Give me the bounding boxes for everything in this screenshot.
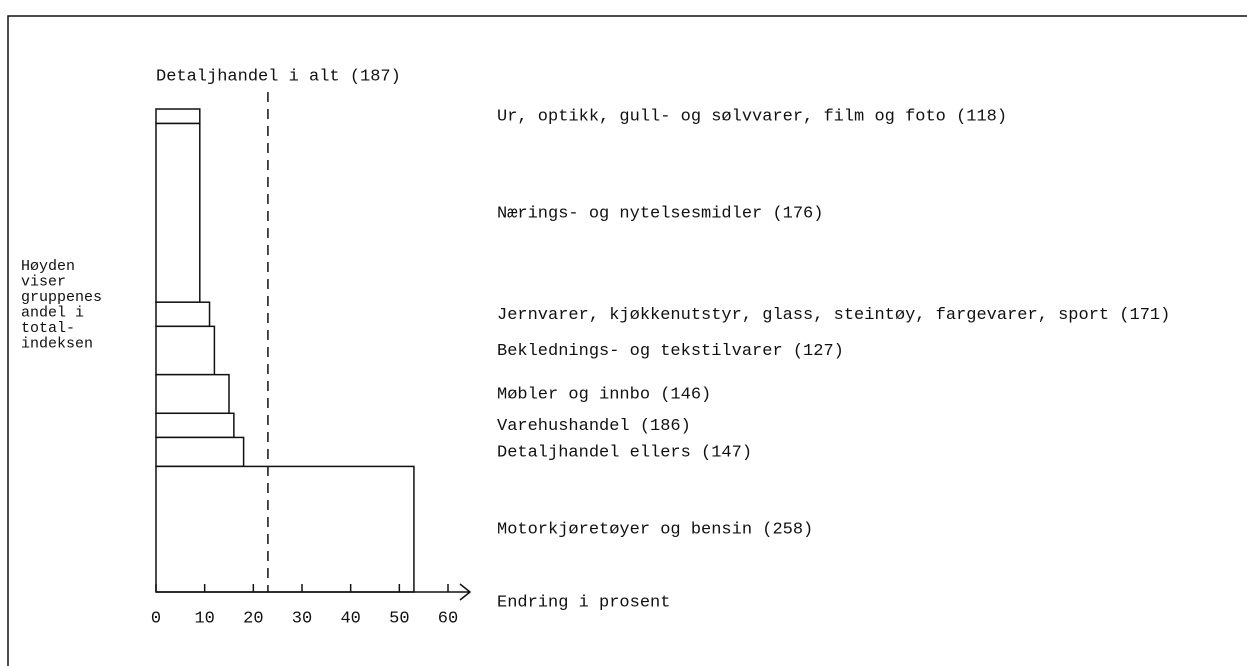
category-label: Detaljhandel ellers (147) <box>497 443 752 462</box>
x-tick-label: 0 <box>151 609 161 628</box>
bar <box>155 412 235 439</box>
x-tick-label: 20 <box>243 609 263 628</box>
x-tick-label: 40 <box>340 609 360 628</box>
weight-note: viser <box>21 273 66 290</box>
x-tick-label: 10 <box>194 609 214 628</box>
weight-note: gruppenes <box>21 289 102 306</box>
bar <box>155 373 230 415</box>
x-tick-label: 60 <box>438 609 458 628</box>
weight-note: Høyden <box>21 258 75 275</box>
reference-label: Detaljhandel i alt (187) <box>156 67 401 86</box>
category-label: Beklednings- og tekstilvarer (127) <box>497 342 844 361</box>
bar <box>155 465 415 593</box>
x-tick-label: 30 <box>292 609 312 628</box>
category-label: Motorkjøretøyer og bensin (258) <box>497 521 813 540</box>
weight-note: andel i <box>21 304 84 321</box>
weight-note: indeksen <box>21 335 93 352</box>
bar <box>155 108 201 125</box>
weight-note: total- <box>21 320 75 337</box>
x-axis-label: Endring i prosent <box>497 593 670 612</box>
bar <box>155 301 211 328</box>
category-label: Ur, optikk, gull- og sølvvarer, film og … <box>497 108 1007 127</box>
bar <box>155 122 201 303</box>
category-label: Møbler og innbo (146) <box>497 385 711 404</box>
x-tick-label: 50 <box>389 609 409 628</box>
bar <box>155 436 245 468</box>
category-label: Jernvarer, kjøkkenutstyr, glass, steintø… <box>497 306 1170 325</box>
category-label: Nærings- og nytelsesmidler (176) <box>497 204 823 223</box>
category-label: Varehushandel (186) <box>497 417 691 436</box>
frame <box>7 15 1247 666</box>
bar <box>155 325 216 376</box>
axis-arrow <box>459 583 472 601</box>
